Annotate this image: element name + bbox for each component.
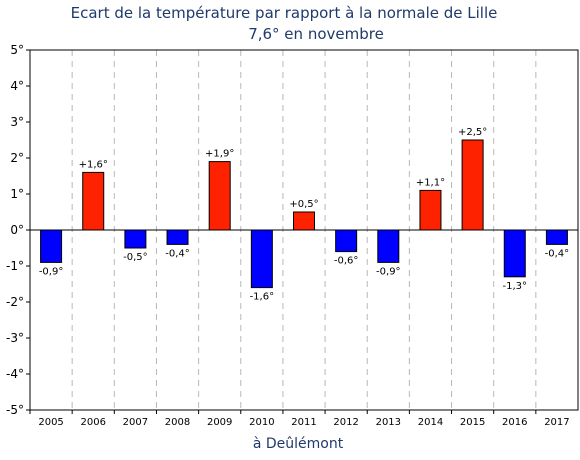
y-tick-label: -3° (6, 331, 24, 345)
data-label-2005: -0,9° (39, 266, 64, 277)
data-label-2006: +1,6° (79, 159, 108, 170)
bar-2007 (124, 229, 147, 249)
y-tick-label: 1° (10, 187, 24, 201)
y-tick-label: -1° (6, 259, 24, 273)
x-tick-label: 2009 (207, 417, 232, 428)
bar-2008 (166, 229, 189, 245)
data-label-2014: +1,1° (416, 177, 445, 188)
bar-2014 (419, 189, 442, 231)
x-tick-label: 2013 (376, 417, 401, 428)
x-axis-label: à Deûlémont (253, 436, 344, 452)
y-tick-label: 5° (10, 43, 24, 57)
bar-2012 (335, 229, 358, 253)
x-tick-label: 2011 (291, 417, 316, 428)
data-label-2016: -1,3° (503, 281, 528, 292)
data-label-2013: -0,9° (376, 266, 401, 277)
data-label-2009: +1,9° (205, 149, 234, 160)
bar-2005 (40, 229, 63, 263)
x-tick-label: 2006 (81, 417, 106, 428)
x-tick-label: 2017 (544, 417, 569, 428)
y-tick-label: 0° (10, 223, 24, 237)
x-tick-label: 2007 (123, 417, 148, 428)
x-tick-label: 2010 (249, 417, 274, 428)
plot-area: 5° 4° 3° 2° 1° 0° -1° -2° -3° -4° -5° -0,9° 2005 +1,6… (6, 43, 579, 428)
x-tick-label: 2012 (333, 417, 358, 428)
x-tick-label: 2005 (38, 417, 63, 428)
x-tick-label: 2014 (418, 417, 443, 428)
y-tick-label: 3° (10, 115, 24, 129)
y-tick-label: -5° (6, 403, 24, 417)
x-tick-label: 2016 (502, 417, 527, 428)
bar-2011 (293, 211, 315, 231)
bar-2010 (250, 229, 273, 289)
data-label-2007: -0,5° (123, 252, 148, 263)
data-label-2011: +0,5° (289, 199, 318, 210)
x-tick-label: 2015 (460, 417, 485, 428)
bar-2009 (208, 161, 231, 231)
bar-2016 (503, 229, 526, 278)
chart-title: Ecart de la température par rapport à la… (71, 4, 498, 22)
data-label-2017: -0,4° (545, 248, 570, 259)
bar-2017 (545, 229, 568, 245)
x-tick-label: 2008 (165, 417, 190, 428)
y-tick-label: -4° (6, 367, 24, 381)
data-label-2015: +2,5° (458, 127, 487, 138)
data-label-2012: -0,6° (334, 256, 359, 267)
chart-subtitle: 7,6° en novembre (248, 25, 384, 43)
y-tick-label: 2° (10, 151, 24, 165)
data-label-2008: -0,4° (165, 248, 190, 259)
bar-2013 (377, 229, 400, 263)
bar-2006 (82, 171, 105, 231)
data-label-2010: -1,6° (250, 292, 275, 303)
bar-2015 (461, 139, 484, 231)
y-tick-label: 4° (10, 79, 24, 93)
y-tick-label: -2° (6, 295, 24, 309)
